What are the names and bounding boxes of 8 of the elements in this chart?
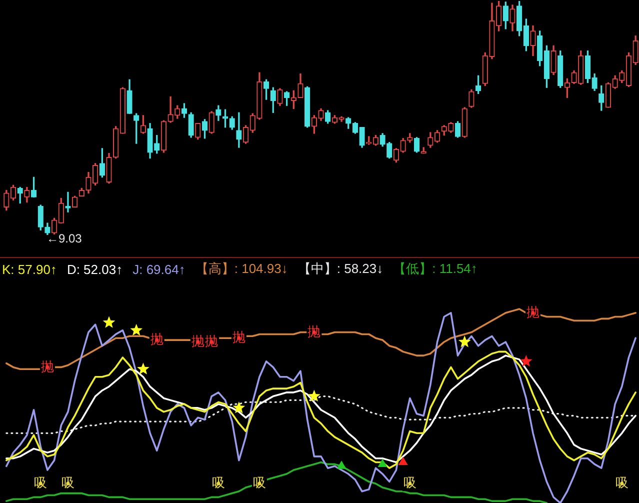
text: D: 52.03↑ (66, 262, 123, 276)
text: 抛 (308, 324, 321, 339)
text: 【高】: 104.93↓ (195, 260, 288, 278)
text: 【低】: 11.54↑ (393, 260, 478, 278)
annotation: ←9.03 (46, 231, 82, 246)
text: 【中】: 58.23↓ (298, 260, 384, 278)
text: K: 57.90↑ (2, 262, 57, 276)
text: J: 69.64↑ (132, 262, 186, 276)
